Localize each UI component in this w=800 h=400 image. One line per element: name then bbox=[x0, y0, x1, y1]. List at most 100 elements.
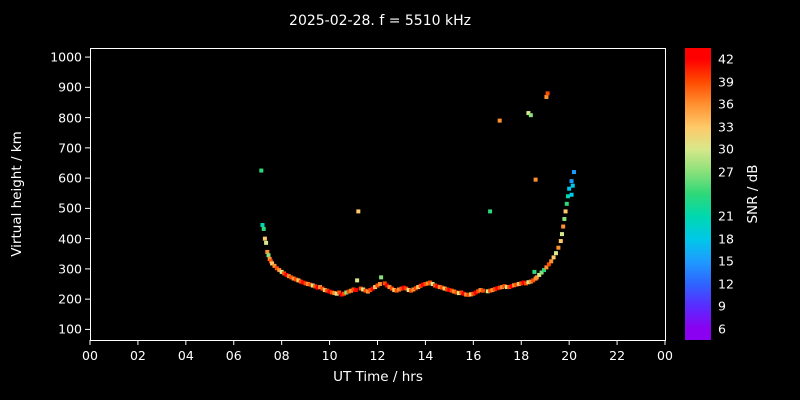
scatter-point bbox=[262, 236, 267, 241]
scatter-point bbox=[409, 288, 414, 293]
scatter-point bbox=[456, 291, 461, 296]
colorbar-tick-label: 33 bbox=[718, 119, 734, 135]
scatter-point bbox=[549, 259, 554, 264]
scatter-point bbox=[497, 285, 502, 290]
scatter-point bbox=[433, 283, 437, 288]
scatter-point bbox=[329, 290, 334, 295]
y-tick-label: 500 bbox=[58, 200, 82, 216]
scatter-point bbox=[492, 287, 497, 292]
scatter-point bbox=[406, 288, 411, 293]
scatter-point bbox=[379, 275, 384, 280]
scatter-point bbox=[495, 286, 500, 291]
scatter-point bbox=[315, 285, 320, 290]
scatter-point bbox=[504, 285, 509, 290]
scatter-point bbox=[563, 209, 568, 214]
scatter-point bbox=[521, 280, 526, 285]
scatter-point bbox=[507, 285, 512, 290]
scatter-point bbox=[526, 280, 531, 285]
scatter-point bbox=[480, 288, 485, 293]
scatter-point bbox=[261, 226, 266, 231]
scatter-point bbox=[401, 285, 406, 290]
scatter-point bbox=[397, 287, 402, 292]
scatter-point bbox=[476, 289, 481, 294]
scatter-point bbox=[365, 289, 370, 294]
scatter-point bbox=[473, 290, 478, 295]
scatter-point bbox=[534, 275, 539, 280]
scatter-point bbox=[346, 289, 351, 294]
scatter-point bbox=[325, 288, 330, 293]
scatter-point bbox=[565, 194, 570, 199]
y-tick-label: 1000 bbox=[50, 49, 82, 65]
scatter-point bbox=[428, 280, 433, 285]
scatter-point bbox=[308, 282, 313, 287]
y-tick-label: 400 bbox=[58, 231, 82, 247]
scatter-point bbox=[440, 285, 445, 290]
plot-frame bbox=[90, 48, 666, 341]
scatter-point bbox=[478, 288, 483, 293]
scatter-point bbox=[516, 282, 521, 287]
scatter-point bbox=[385, 283, 390, 288]
scatter-point bbox=[260, 223, 265, 228]
colorbar-tick-label: 12 bbox=[718, 276, 734, 292]
x-tick-label: 14 bbox=[417, 348, 434, 363]
scatter-point bbox=[546, 262, 551, 267]
x-tick-label: 10 bbox=[321, 348, 338, 363]
scatter-point bbox=[561, 224, 566, 229]
scatter-point bbox=[306, 282, 311, 287]
colorbar-tick-label: 18 bbox=[718, 231, 734, 247]
scatter-point bbox=[363, 288, 368, 293]
scatter-point bbox=[488, 288, 493, 293]
x-tick-label: 04 bbox=[177, 348, 194, 363]
scatter-point bbox=[279, 269, 284, 274]
scatter-point bbox=[533, 177, 538, 182]
colorbar-tick-label: 9 bbox=[718, 298, 726, 314]
scatter-point bbox=[425, 281, 430, 286]
x-tick-label: 12 bbox=[369, 348, 386, 363]
scatter-point bbox=[526, 111, 531, 116]
scatter-point bbox=[464, 292, 469, 297]
scatter-point bbox=[351, 287, 356, 292]
scatter-point bbox=[355, 278, 360, 283]
scatter-point bbox=[459, 290, 464, 295]
scatter-point bbox=[264, 240, 269, 245]
colorbar-tick-label: 36 bbox=[718, 96, 734, 112]
scatter-point bbox=[318, 285, 322, 290]
scatter-point bbox=[556, 245, 561, 250]
scatter-point bbox=[322, 288, 327, 293]
scatter-point bbox=[375, 283, 380, 288]
scatter-point bbox=[272, 263, 277, 268]
scatter-point bbox=[502, 284, 507, 289]
scatter-point bbox=[341, 291, 346, 296]
scatter-point bbox=[471, 291, 476, 296]
scatter-point bbox=[334, 291, 339, 296]
scatter-point bbox=[551, 255, 556, 260]
scatter-point bbox=[528, 279, 533, 284]
scatter-point bbox=[370, 286, 375, 291]
scatter-point bbox=[277, 268, 282, 273]
scatter-point bbox=[512, 283, 517, 288]
scatter-point bbox=[368, 288, 373, 293]
scatter-point bbox=[291, 276, 296, 281]
y-tick-label: 900 bbox=[58, 79, 82, 95]
scatter-point bbox=[490, 288, 495, 293]
scatter-point bbox=[569, 179, 574, 184]
scatter-point bbox=[392, 288, 397, 293]
scatter-point bbox=[349, 288, 354, 293]
scatter-point bbox=[332, 291, 337, 296]
scatter-point bbox=[488, 209, 493, 214]
scatter-point bbox=[339, 292, 344, 297]
scatter-point bbox=[294, 277, 299, 282]
x-tick-label: 16 bbox=[465, 348, 482, 363]
scatter-point bbox=[404, 286, 409, 291]
scatter-point bbox=[267, 256, 272, 261]
x-tick-label: 18 bbox=[513, 348, 530, 363]
scatter-point bbox=[411, 287, 416, 292]
scatter-point bbox=[564, 201, 569, 206]
x-tick-label: 20 bbox=[561, 348, 578, 363]
scatter-point bbox=[519, 281, 524, 286]
scatter-point bbox=[270, 261, 275, 266]
scatter-point bbox=[416, 285, 421, 290]
snr-colorbar bbox=[685, 48, 711, 340]
